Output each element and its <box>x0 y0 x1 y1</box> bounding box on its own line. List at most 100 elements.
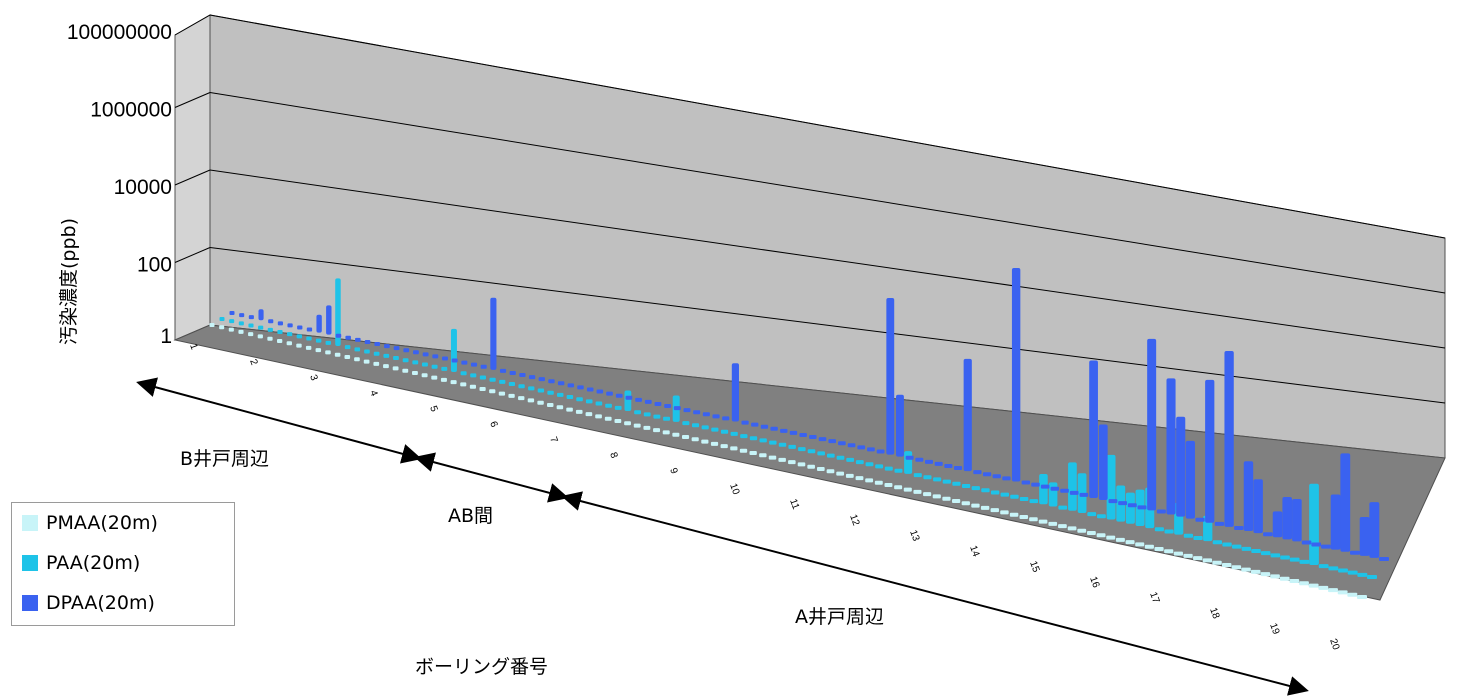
paa-floor-marker <box>759 438 767 443</box>
dpaa-floor-marker <box>1156 509 1166 514</box>
dpaa-floor-marker <box>876 449 885 454</box>
legend-label-paa: PAA(20m) <box>46 552 141 574</box>
pmaa-floor-marker <box>1125 540 1135 545</box>
pmaa-floor-marker <box>817 467 825 471</box>
pmaa-floor-marker <box>1135 542 1145 547</box>
paa-bar <box>1048 482 1058 507</box>
dpaa-floor-marker <box>944 463 953 468</box>
paa-floor-marker <box>364 349 370 354</box>
pmaa-floor-marker <box>788 460 796 465</box>
pmaa-floor-marker <box>1308 583 1319 588</box>
paa-floor-marker <box>962 483 971 488</box>
paa-floor-marker <box>1019 496 1029 501</box>
category-label: 2 <box>247 358 259 367</box>
pmaa-floor-marker <box>653 428 661 433</box>
paa-bar <box>1068 462 1077 511</box>
dpaa-floor-marker <box>1127 503 1137 508</box>
pmaa-floor-marker <box>1154 547 1164 551</box>
paa-floor-marker <box>952 481 961 486</box>
dpaa-floor-marker <box>722 416 730 421</box>
gridline <box>209 92 1446 294</box>
pmaa-floor-marker <box>633 423 641 428</box>
paa-floor-marker <box>219 317 225 321</box>
dpaa-floor-marker <box>857 445 866 450</box>
paa-floor-marker <box>547 390 554 395</box>
pmaa-floor-marker <box>1250 569 1261 574</box>
pmaa-floor-marker <box>431 375 438 380</box>
dpaa-floor-marker <box>683 408 691 413</box>
paa-floor-marker <box>566 395 574 400</box>
paa-floor-marker <box>1318 564 1329 569</box>
paa-floor-marker <box>354 347 361 352</box>
dpaa-floor-marker <box>1021 480 1031 485</box>
pmaa-floor-marker <box>325 350 331 355</box>
pmaa-floor-marker <box>1279 576 1290 581</box>
dpaa-floor-marker <box>847 443 856 448</box>
dpaa-floor-marker <box>1350 550 1360 555</box>
region-arrow-b <box>136 377 422 464</box>
category-label: 16 <box>1087 575 1101 590</box>
paa-floor-marker <box>971 486 980 491</box>
dpaa-floor-marker <box>1234 525 1244 530</box>
paa-floor-marker <box>277 330 283 335</box>
pmaa-floor-marker <box>344 355 351 359</box>
dpaa-floor-marker <box>1118 501 1128 506</box>
gridline <box>209 169 1446 349</box>
paa-floor-marker <box>798 447 806 452</box>
paa-floor-marker <box>325 340 332 345</box>
pmaa-floor-marker <box>305 345 312 350</box>
paa-floor-marker <box>701 425 709 430</box>
dpaa-floor-marker <box>1031 482 1040 487</box>
pmaa-floor-marker <box>440 377 447 382</box>
category-label: 1 <box>187 342 199 351</box>
legend-swatch-dpaa <box>22 595 38 611</box>
pmaa-floor-marker <box>412 371 418 375</box>
dpaa-floor-marker <box>1079 492 1089 497</box>
dpaa-floor-marker <box>1069 490 1079 495</box>
dpaa-bar <box>1282 497 1292 540</box>
pmaa-floor-marker <box>1106 535 1116 540</box>
pmaa-floor-marker <box>1019 515 1029 519</box>
category-label: 5 <box>427 404 439 413</box>
gridline <box>209 247 1446 404</box>
region-label-a: A井戸周辺 <box>795 606 884 628</box>
dpaa-floor-marker <box>577 385 584 390</box>
dpaa-floor-marker <box>673 406 681 411</box>
paa-floor-marker <box>528 386 535 391</box>
dpaa-bar <box>1089 360 1098 498</box>
pmaa-floor-marker <box>1000 510 1009 515</box>
paa-floor-marker <box>740 434 748 439</box>
dpaa-bar <box>1243 461 1254 532</box>
pmaa-floor-marker <box>749 451 757 455</box>
dpaa-floor-marker <box>567 383 575 388</box>
dpaa-floor-marker <box>818 437 827 442</box>
dpaa-floor-marker <box>654 401 662 406</box>
dpaa-floor-marker <box>335 333 342 338</box>
pmaa-floor-marker <box>778 457 786 462</box>
paa-floor-marker <box>1000 492 1009 497</box>
paa-floor-marker <box>605 403 612 408</box>
pmaa-floor-marker <box>527 398 535 403</box>
dpaa-floor-marker <box>1195 517 1205 522</box>
pmaa-floor-marker <box>469 384 476 389</box>
paa-floor-marker <box>344 345 351 350</box>
dpaa-floor-marker <box>905 455 914 460</box>
category-label: 20 <box>1327 637 1341 652</box>
pmaa-floor-marker <box>691 437 699 442</box>
paa-bar <box>904 451 913 474</box>
paa-bar <box>335 278 341 347</box>
category-label: 3 <box>307 373 319 382</box>
category-label: 7 <box>547 435 559 444</box>
dpaa-floor-marker <box>442 356 448 361</box>
paa-floor-marker <box>836 455 845 460</box>
dpaa-bar <box>963 358 972 472</box>
region-arrow-ab <box>414 452 569 503</box>
pmaa-floor-marker <box>952 499 961 503</box>
paa-floor-marker <box>1010 494 1019 499</box>
paa-floor-marker <box>238 321 244 326</box>
dpaa-bar <box>1253 479 1263 534</box>
paa-floor-marker <box>1058 505 1068 510</box>
pmaa-floor-marker <box>286 341 292 346</box>
paa-floor-marker <box>942 479 951 484</box>
gridlines <box>174 14 1446 404</box>
